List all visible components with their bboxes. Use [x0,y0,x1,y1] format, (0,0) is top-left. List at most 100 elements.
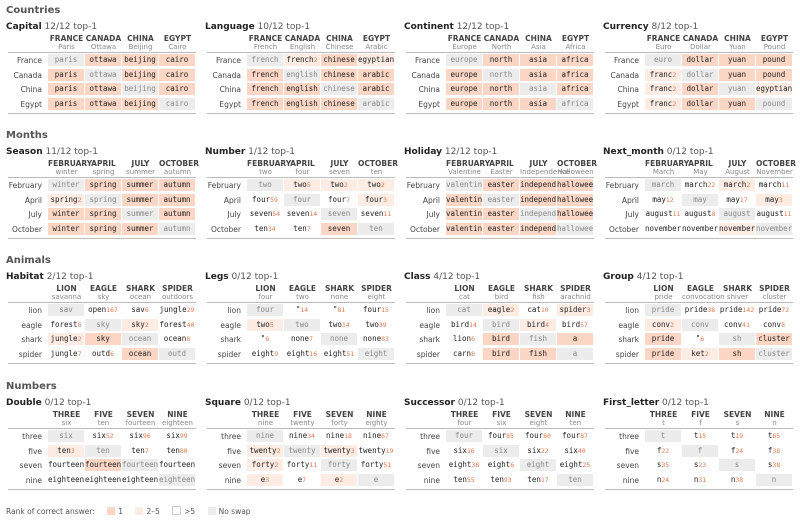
heatmap-cell: seven11 [358,208,394,220]
cell-word: eight [364,348,388,358]
heatmap-cell: ten7 [122,444,158,457]
cell-rank: 2 [313,56,318,64]
panel-name: Currency [603,22,649,32]
cell-rank: 38 [772,461,781,469]
heatmap-cell: chinese [321,54,357,66]
cell-word: seven [327,223,351,233]
heatmap-cell: two2 [321,179,357,191]
heatmap-cell: outd [159,347,195,360]
heatmap-cell: sh [719,333,755,345]
cell-rank: 2 [144,320,149,329]
column-subtitle: English [289,43,316,51]
heatmap-cell: pride [645,304,681,316]
cell-word: six [129,431,143,440]
column-header: SPIDER [361,284,392,293]
panel-name: Habitat [6,272,44,282]
column-subtitle: Dollar [690,43,711,51]
column-header: SEVEN [723,410,752,419]
heatmap-cell: twenty19 [358,444,394,457]
cell-rank: 2 [77,335,82,343]
cell-word: cairo [165,69,189,79]
heatmap-cell: bird [483,347,519,360]
heatmap-cell: independence [520,222,556,235]
cell-word: may [693,194,707,204]
heatmap-cell: cairo [159,83,195,95]
heatmap-cell: six40 [557,444,593,457]
cell-word: n [730,474,736,484]
cell-word: bird [491,319,511,329]
cell-word: dollar [686,55,714,64]
cell-word: yuan [727,69,747,79]
cell-word: e [297,474,303,484]
column-header: EAGLE [687,284,714,293]
panel-number: Number 1/12 top-1 FEBRUARY two APRIL four JUL… [205,147,398,247]
heatmap-cell: africa [557,83,593,95]
cell-rank: 7 [144,446,149,455]
heatmap-cell: s23 [682,459,718,471]
cell-word: ket [691,348,705,358]
panel-name: Successor [404,398,455,408]
cell-word: independence [520,180,556,189]
panel-group: Group 4/12 top-1 LION pride EAGLE convocatio… [603,272,795,372]
cell-word: independence [520,223,556,233]
row-label: shark [419,335,440,344]
cell-word: eighteen [85,474,121,484]
cell-rank: 35 [661,461,670,469]
cell-word: fourteen [122,460,158,469]
column-subtitle: four [258,293,273,301]
heatmap-cell: six [48,430,84,442]
cell-word: ten [453,474,467,484]
panel-title: Class 4/12 top-1 [404,272,480,282]
column-header: EAGLE [90,284,117,293]
heatmap-cell: march2 [719,179,755,191]
column-subtitle: six [496,419,507,427]
cell-word: africa [561,98,589,108]
cell-word: easter [487,209,515,218]
row-label: February [8,181,42,190]
cell-word: arabic [362,84,390,93]
heatmap-cell: yuan [719,68,755,81]
cell-word: autumn [163,180,191,189]
heatmap-cell: pride [645,347,681,360]
cell-word: bird [527,319,546,329]
column-subtitle: savanna [51,293,82,301]
cell-rank: 7 [302,475,307,484]
cell-rank: 3 [265,475,270,484]
column-subtitle: Easter [490,168,513,176]
row-label: China [418,85,440,94]
heatmap-cell: chinese [321,97,357,110]
heatmap-cell: f24 [719,444,755,457]
heatmap-cell: pride72 [756,304,792,316]
cell-word: halloween [557,180,593,189]
heatmap-cell: august8 [682,208,718,220]
row-label: Canada [212,70,241,80]
panel-next_month: Next_month 0/12 top-1 FEBRUARY March APRIL M… [603,147,796,247]
panel-score: 11/12 top-1 [45,147,99,157]
heatmap-cell: easter [483,179,519,191]
row-label: China [617,85,639,94]
heatmap-cell: bird57 [557,318,593,331]
row-label: spider [217,349,241,359]
cell-word: ottawa [89,84,117,93]
cell-word: sh [732,334,742,343]
row-label: three [221,432,241,441]
heatmap-cell: four3 [358,193,394,206]
panel-score: 0/12 top-1 [243,398,291,408]
header-rule [207,428,395,429]
heatmap-cell: bird14 [446,318,482,331]
cell-word: " [695,334,701,343]
heatmap-cell: chinese [321,83,357,95]
heatmap-cell: november8 [682,222,718,235]
heatmap-cell: bird4 [520,318,556,331]
cell-word: beijing [124,69,156,79]
cell-word: eight [448,460,472,469]
panel-double: Double 0/12 top-1 THREE six FIVE ten SEVEN fou… [6,398,198,498]
cell-word: t [730,431,736,440]
heatmap-cell: english [284,68,320,81]
row-label: five [625,446,639,456]
panel-title: Holiday 12/12 top-1 [404,147,497,157]
cell-word: jungle [50,334,78,343]
cell-word: november [719,223,755,233]
